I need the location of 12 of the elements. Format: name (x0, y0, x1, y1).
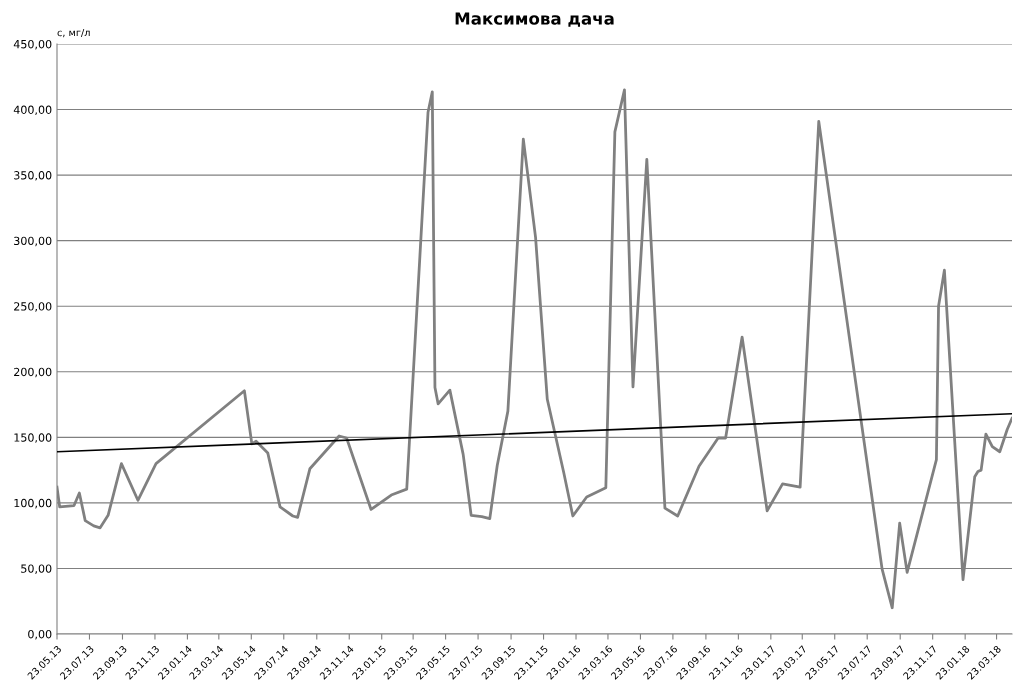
y-tick-label: 350,00 (14, 171, 52, 181)
y-tick-label: 450,00 (13, 39, 52, 50)
y-tick-label: 200,00 (14, 367, 52, 378)
y-tick-label: 150,00 (14, 433, 52, 443)
y-tick-label: 400,00 (13, 105, 52, 116)
chart-title: Максимова дача (455, 12, 614, 27)
y-tick-label: 50,00 (21, 564, 52, 574)
y-tick-label: 300,00 (14, 236, 52, 247)
y-tick-label: 0,00 (28, 629, 52, 640)
y-axis-title: с, мг/л (57, 28, 90, 38)
y-tick-label: 250,00 (14, 302, 52, 312)
y-tick-label: 100,00 (14, 498, 52, 509)
